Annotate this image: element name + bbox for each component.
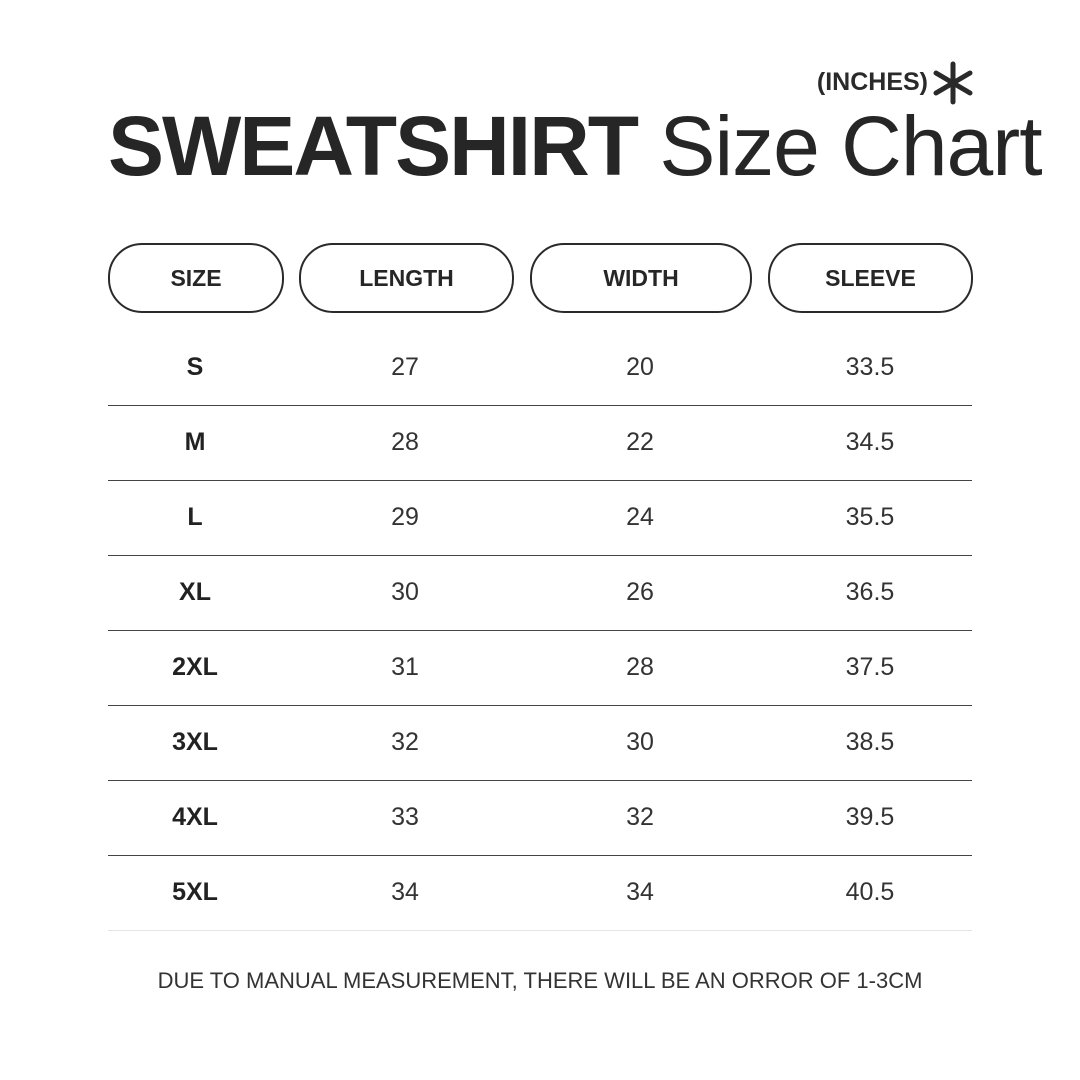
header-length: LENGTH [299, 243, 514, 313]
table-row: S 27 20 33.5 [108, 330, 972, 406]
cell-length: 34 [391, 878, 419, 906]
cell-length: 27 [391, 353, 419, 381]
cell-size: XL [179, 578, 211, 606]
cell-width: 26 [626, 578, 654, 606]
measurement-note: DUE TO MANUAL MEASUREMENT, THERE WILL BE… [157, 968, 923, 993]
cell-length: 32 [391, 728, 419, 756]
table-row: XL 30 26 36.5 [108, 555, 972, 631]
cell-width: 34 [626, 878, 654, 906]
cell-length: 33 [391, 803, 419, 831]
header-size: SIZE [108, 243, 284, 313]
cell-width: 24 [626, 503, 654, 531]
asterisk-icon [933, 61, 973, 105]
cell-width: 22 [626, 428, 654, 456]
header-width: WIDTH [530, 243, 752, 313]
table-row: 2XL 31 28 37.5 [108, 630, 972, 706]
cell-size: 3XL [172, 728, 218, 756]
cell-sleeve: 39.5 [845, 803, 895, 831]
cell-width: 30 [626, 728, 654, 756]
cell-width: 28 [626, 653, 654, 681]
table-row: 3XL 32 30 38.5 [108, 705, 972, 781]
title-regular: Size Chart [659, 99, 1042, 193]
cell-length: 28 [391, 428, 419, 456]
table-row: M 28 22 34.5 [108, 405, 972, 481]
cell-length: 30 [391, 578, 419, 606]
cell-size: M [184, 428, 206, 456]
table-row: L 29 24 35.5 [108, 480, 972, 556]
cell-length: 31 [391, 653, 419, 681]
cell-size: 4XL [172, 803, 218, 831]
cell-sleeve: 36.5 [845, 578, 895, 606]
cell-width: 32 [626, 803, 654, 831]
cell-size: S [186, 353, 204, 381]
cell-size: L [187, 503, 203, 531]
title-bold: SWEATSHIRT [108, 99, 639, 193]
page-title: SWEATSHIRT Size Chart [108, 98, 1043, 194]
table-row: 4XL 33 32 39.5 [108, 780, 972, 856]
cell-size: 2XL [172, 653, 218, 681]
table-row: 5XL 34 34 40.5 [108, 855, 972, 931]
cell-sleeve: 37.5 [845, 653, 895, 681]
cell-size: 5XL [172, 878, 218, 906]
cell-sleeve: 38.5 [845, 728, 895, 756]
cell-sleeve: 34.5 [845, 428, 895, 456]
cell-sleeve: 33.5 [845, 353, 895, 381]
unit-label: (INCHES) [816, 68, 928, 96]
header-sleeve: SLEEVE [768, 243, 973, 313]
cell-sleeve: 35.5 [845, 503, 895, 531]
cell-length: 29 [391, 503, 419, 531]
cell-width: 20 [626, 353, 654, 381]
cell-sleeve: 40.5 [845, 878, 895, 906]
